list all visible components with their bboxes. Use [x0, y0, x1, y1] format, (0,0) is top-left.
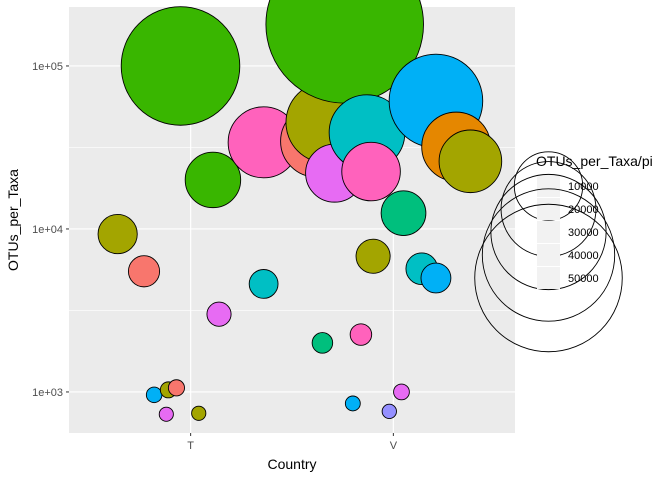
data-point — [206, 301, 232, 327]
x-tick-label: T — [187, 440, 194, 452]
legend-key-background — [537, 198, 560, 220]
x-axis-title: Country — [267, 456, 316, 472]
data-point — [349, 323, 373, 346]
legend-label: 30000 — [568, 227, 599, 239]
size-legend: OTUs_per_Taxa/pi 10000 20000 30000 40000 500… — [474, 151, 653, 353]
legend-key-circle — [474, 203, 623, 353]
data-point — [97, 214, 138, 255]
data-point — [344, 395, 361, 412]
data-point — [311, 332, 334, 354]
data-point — [120, 6, 241, 126]
x-tick-label: V — [390, 440, 398, 452]
data-point — [381, 403, 397, 420]
data-point — [380, 190, 427, 236]
legend-label: 40000 — [568, 250, 599, 262]
y-tick-label: 1e+05 — [32, 61, 63, 73]
data-point — [248, 269, 279, 299]
legend-label: 10000 — [568, 181, 599, 193]
data-point — [167, 379, 185, 397]
y-axis-ticks: 1e+03 1e+04 1e+05 — [32, 61, 69, 399]
legend-key-background — [537, 244, 560, 266]
legend-key-background — [537, 175, 560, 197]
legend-key-circle — [481, 188, 616, 322]
data-point — [420, 262, 452, 294]
legend-key-background — [537, 221, 560, 243]
legend-label: 50000 — [568, 273, 599, 285]
data-point — [158, 406, 174, 422]
y-tick-label: 1e+03 — [32, 387, 63, 399]
y-axis-title: OTUs_per_Taxa — [5, 169, 21, 271]
data-point — [184, 151, 242, 209]
data-points — [97, 0, 503, 422]
data-point — [341, 141, 401, 202]
data-point — [438, 129, 503, 194]
legend-entries: 10000 20000 30000 40000 50000 — [474, 151, 623, 353]
data-point — [127, 255, 161, 288]
legend-key-background — [537, 267, 560, 289]
data-point — [393, 383, 410, 401]
data-point — [145, 386, 163, 404]
legend-title: OTUs_per_Taxa/pi — [536, 153, 653, 169]
y-tick-label: 1e+04 — [32, 224, 63, 236]
legend-label: 20000 — [568, 204, 599, 216]
data-point — [191, 405, 207, 421]
data-point — [355, 238, 391, 274]
